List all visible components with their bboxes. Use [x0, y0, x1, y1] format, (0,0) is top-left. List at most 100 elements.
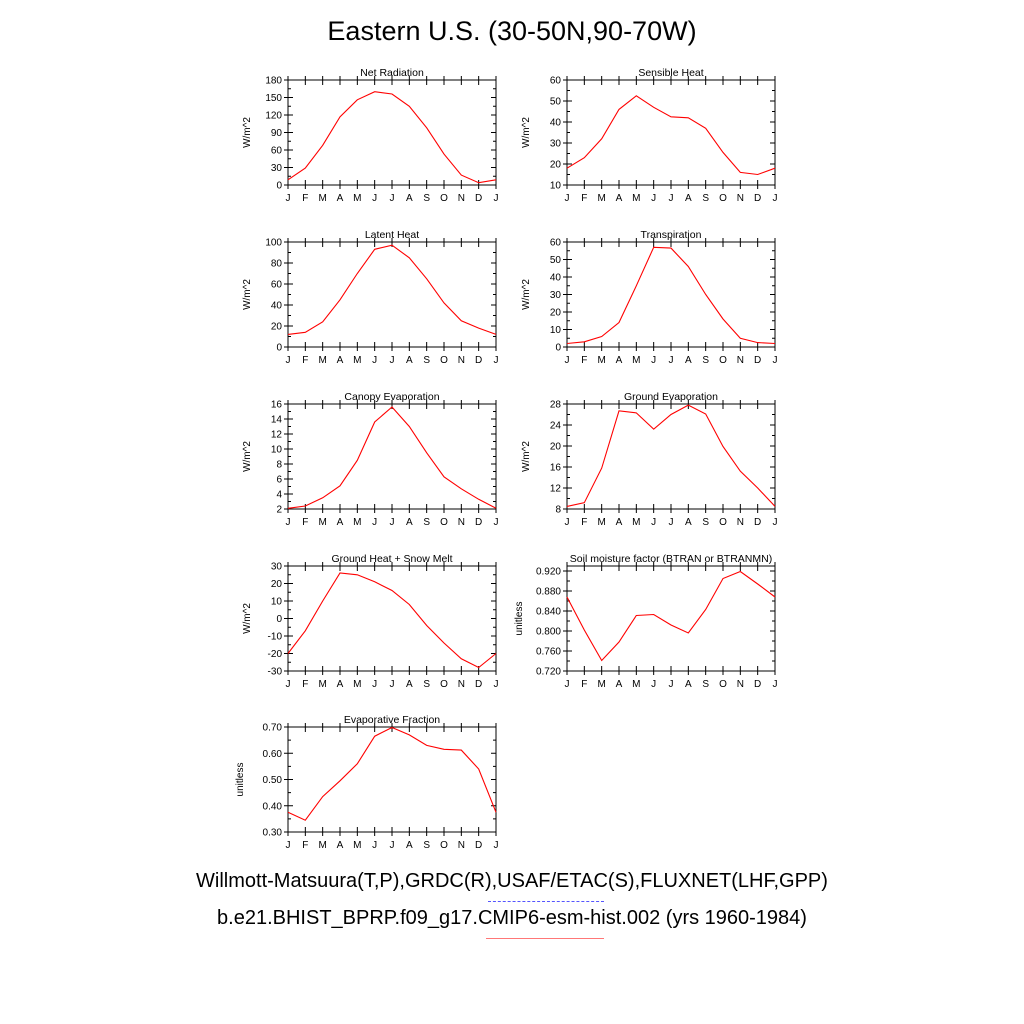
- panel-frame: [566, 241, 776, 348]
- x-tick-label: M: [597, 517, 605, 528]
- x-tick-label: M: [632, 355, 640, 366]
- x-tick-label: F: [581, 679, 587, 690]
- y-tick-label: 80: [271, 259, 283, 270]
- x-tick-label: M: [632, 517, 640, 528]
- y-tick-label: 0.70: [263, 723, 283, 734]
- y-tick-label: 0: [276, 343, 282, 354]
- x-tick-label: N: [458, 517, 465, 528]
- y-tick-label: 10: [271, 445, 283, 456]
- y-tick-label: 16: [550, 463, 562, 474]
- y-tick-label: 40: [550, 118, 562, 129]
- y-tick-label: 150: [265, 93, 282, 104]
- y-tick-label: 90: [271, 128, 283, 139]
- series-line: [566, 95, 776, 176]
- y-tick-label: 40: [550, 273, 562, 284]
- x-tick-label: J: [651, 679, 656, 690]
- panel-frame: [566, 79, 776, 186]
- panel-frame: [287, 403, 497, 510]
- panel-title: Evaporative Fraction: [344, 714, 440, 726]
- y-tick-label: 6: [276, 475, 282, 486]
- panel-title: Latent Heat: [365, 229, 419, 241]
- x-tick-label: N: [458, 355, 465, 366]
- x-tick-label: D: [475, 355, 482, 366]
- x-tick-label: F: [302, 355, 308, 366]
- x-tick-label: J: [372, 517, 377, 528]
- y-tick-label: -30: [268, 667, 283, 678]
- x-tick-label: S: [702, 517, 709, 528]
- y-tick-label: 0: [276, 181, 282, 192]
- y-tick-label: 0.720: [536, 667, 561, 678]
- x-tick-label: O: [719, 517, 727, 528]
- x-tick-label: A: [406, 193, 413, 204]
- x-tick-label: M: [597, 355, 605, 366]
- y-tick-label: 20: [550, 442, 562, 453]
- x-tick-label: A: [406, 679, 413, 690]
- y-tick-label: 16: [271, 400, 283, 411]
- x-tick-label: J: [494, 193, 499, 204]
- y-tick-label: 0.50: [263, 775, 283, 786]
- x-tick-label: A: [406, 355, 413, 366]
- y-tick-label: -20: [268, 649, 283, 660]
- y-axis-label: W/m^2: [242, 117, 253, 148]
- x-tick-label: M: [632, 193, 640, 204]
- panel-7: Soil moisture factor (BTRAN or BTRANMN) u…: [514, 553, 778, 690]
- x-tick-label: J: [651, 193, 656, 204]
- y-tick-label: 14: [271, 415, 283, 426]
- x-tick-label: J: [669, 679, 674, 690]
- panel-frame: [566, 403, 776, 510]
- y-tick-label: 0: [276, 614, 282, 625]
- x-tick-label: J: [494, 517, 499, 528]
- legend-model-label: b.e21.BHIST_BPRP.f09_g17.CMIP6-esm-hist.…: [217, 907, 807, 929]
- y-tick-label: 0.800: [536, 627, 561, 638]
- x-tick-label: J: [372, 355, 377, 366]
- x-tick-label: O: [440, 355, 448, 366]
- y-tick-label: 20: [271, 322, 283, 333]
- x-tick-label: A: [616, 355, 623, 366]
- x-tick-label: F: [581, 355, 587, 366]
- x-tick-label: M: [318, 679, 326, 690]
- y-tick-label: 50: [550, 97, 562, 108]
- x-tick-label: J: [286, 193, 291, 204]
- x-tick-label: O: [440, 193, 448, 204]
- x-tick-label: A: [616, 679, 623, 690]
- panel-title: Canopy Evaporation: [344, 391, 439, 403]
- y-tick-label: 30: [550, 139, 562, 150]
- x-tick-label: M: [318, 193, 326, 204]
- legend-observations-label: Willmott-Matsuura(T,P),GRDC(R),USAF/ETAC…: [196, 870, 828, 892]
- x-tick-label: A: [337, 193, 344, 204]
- series-line: [566, 246, 776, 345]
- x-tick-label: S: [702, 679, 709, 690]
- y-axis-label: W/m^2: [521, 279, 532, 310]
- x-tick-label: A: [337, 679, 344, 690]
- x-tick-label: J: [669, 355, 674, 366]
- x-tick-label: J: [651, 355, 656, 366]
- x-tick-label: O: [719, 193, 727, 204]
- x-tick-label: M: [353, 193, 361, 204]
- panel-frame: [287, 79, 497, 186]
- x-tick-label: A: [337, 840, 344, 851]
- panel-frame: [287, 726, 497, 833]
- x-tick-label: F: [302, 193, 308, 204]
- panel-6: Ground Heat + Snow Melt W/m^2 -30 -20 -10 0 10…: [242, 553, 499, 690]
- x-tick-label: J: [494, 679, 499, 690]
- x-tick-label: J: [773, 679, 778, 690]
- x-tick-label: D: [475, 193, 482, 204]
- x-tick-label: O: [719, 355, 727, 366]
- y-tick-label: 12: [271, 430, 283, 441]
- y-axis-label: unitless: [235, 763, 246, 797]
- x-tick-label: D: [754, 517, 761, 528]
- panel-title: Ground Heat + Snow Melt: [331, 553, 452, 565]
- x-tick-label: D: [754, 193, 761, 204]
- x-tick-label: J: [669, 517, 674, 528]
- y-tick-label: 28: [550, 400, 562, 411]
- x-tick-label: A: [406, 517, 413, 528]
- legend-model-swatch: [486, 938, 604, 939]
- x-tick-label: J: [669, 193, 674, 204]
- x-tick-label: O: [719, 679, 727, 690]
- y-tick-label: 0.760: [536, 647, 561, 658]
- y-axis-label: W/m^2: [521, 441, 532, 472]
- x-tick-label: A: [685, 193, 692, 204]
